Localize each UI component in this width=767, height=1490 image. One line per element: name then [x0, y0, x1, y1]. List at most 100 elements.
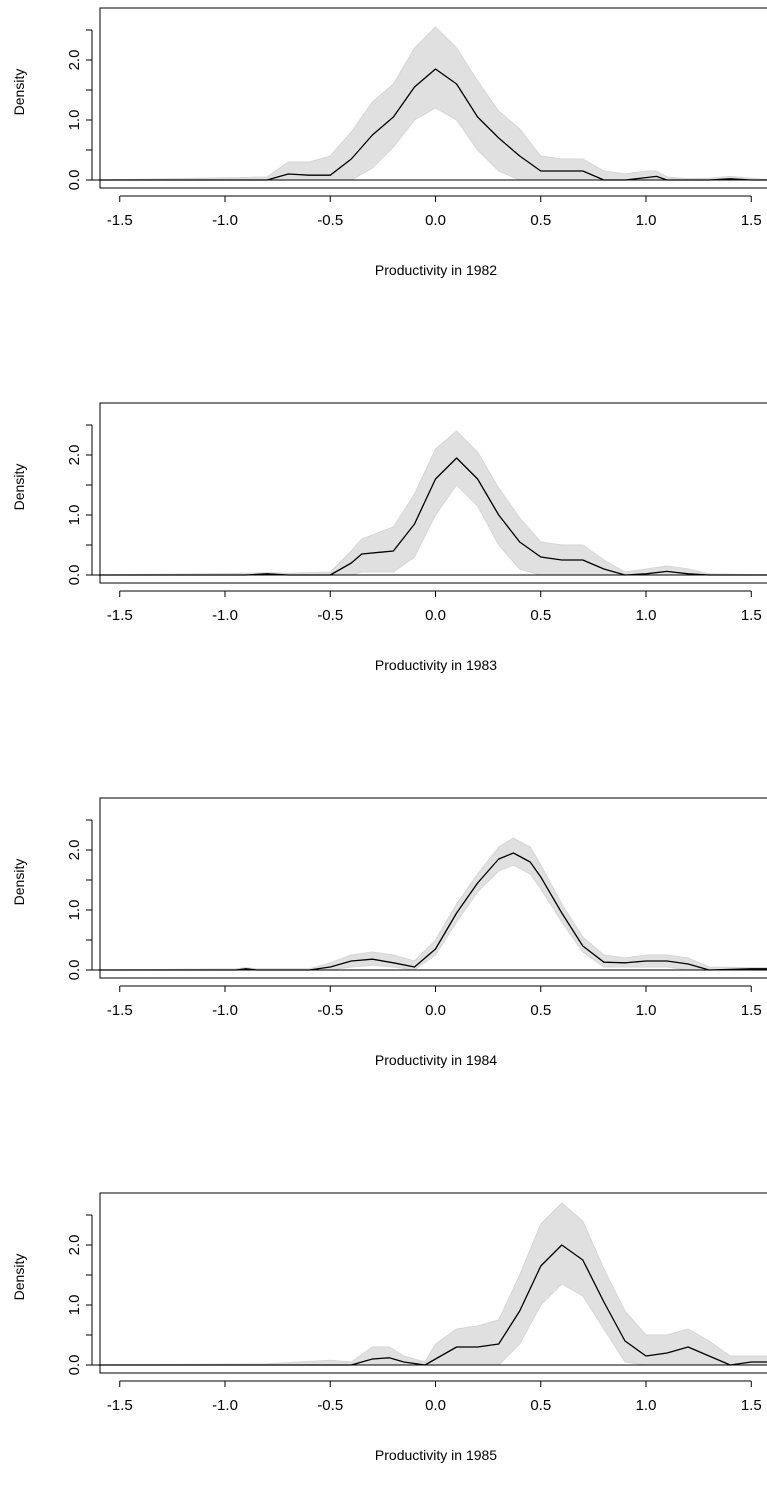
- density-point: [246, 968, 247, 969]
- density-point: [393, 117, 394, 118]
- density-point: [540, 1266, 541, 1267]
- density-point: [540, 171, 541, 172]
- density-point: [477, 117, 478, 118]
- density-point: [351, 159, 352, 160]
- density-point: [603, 569, 604, 570]
- density-point: [372, 135, 373, 136]
- x-tick-label: -1.0: [212, 212, 238, 229]
- y-tick-label: 1.0: [66, 505, 83, 526]
- x-tick-label: -0.5: [317, 607, 343, 624]
- x-tick-label: 0.5: [530, 1002, 551, 1019]
- density-point: [519, 542, 520, 543]
- plot-frame: [99, 402, 767, 584]
- x-tick-label: 1.0: [636, 607, 657, 624]
- x-axis-title: Productivity in 1982: [375, 262, 497, 278]
- density-panel-1983: -1.5 -1.0 -0.5 0.0 0.5 1.0 1.5 0.0 1.0 2.0 Produc…: [0, 395, 767, 695]
- density-point: [625, 1341, 626, 1342]
- y-axis-title: Density: [11, 69, 27, 116]
- density-point: [561, 560, 562, 561]
- density-panel-1985: -1.5 -1.0 -0.5 0.0 0.5 1.0 1.5 0.0 1.0 2.0 Produc…: [0, 1185, 767, 1485]
- density-point: [582, 946, 583, 947]
- x-tick-label: 0.0: [425, 212, 446, 229]
- density-point: [456, 913, 457, 914]
- confidence-band: [98, 430, 767, 576]
- band-layer: [98, 26, 767, 181]
- line-layer: [98, 852, 767, 971]
- density-point: [330, 967, 331, 968]
- density-point: [456, 458, 457, 459]
- density-point: [561, 1245, 562, 1246]
- y-axis-title: Density: [11, 1254, 27, 1301]
- density-point: [389, 1357, 390, 1358]
- density-point: [393, 962, 394, 963]
- density-point: [477, 883, 478, 884]
- density-point: [414, 524, 415, 525]
- density-chart-1984: -1.5 -1.0 -0.5 0.0 0.5 1.0 1.5 0.0 1.0 2.0 Produc…: [11, 797, 767, 1068]
- density-point: [372, 959, 373, 960]
- x-tick-label: 1.5: [741, 212, 762, 229]
- x-tick-label: -1.0: [212, 1002, 238, 1019]
- density-point: [709, 1356, 710, 1357]
- x-tick-label: 0.5: [530, 607, 551, 624]
- y-tick-label: 2.0: [66, 445, 83, 466]
- y-tick-label: 0.0: [66, 960, 83, 981]
- y-axis-title: Density: [11, 859, 27, 906]
- density-point: [435, 69, 436, 70]
- density-point: [519, 1311, 520, 1312]
- density-point: [372, 1359, 373, 1360]
- density-point: [646, 573, 647, 574]
- y-tick-label: 0.0: [66, 565, 83, 586]
- x-tick-label: -1.0: [212, 607, 238, 624]
- density-point: [646, 177, 647, 178]
- x-tick-label: 1.5: [741, 607, 762, 624]
- density-point: [403, 1362, 404, 1363]
- plot-frame: [99, 7, 767, 189]
- density-panel-1984: -1.5 -1.0 -0.5 0.0 0.5 1.0 1.5 0.0 1.0 2.0 Produc…: [0, 790, 767, 1090]
- x-tick-label: 0.0: [425, 1002, 446, 1019]
- x-tick-label: 1.5: [741, 1002, 762, 1019]
- x-tick-label: 0.0: [425, 1397, 446, 1414]
- x-tick-label: 1.0: [636, 212, 657, 229]
- density-point: [625, 962, 626, 963]
- density-point: [751, 968, 752, 969]
- density-point: [656, 176, 657, 177]
- density-point: [582, 1260, 583, 1261]
- density-point: [603, 1302, 604, 1303]
- density-point: [361, 554, 362, 555]
- x-tick-label: -1.5: [107, 607, 133, 624]
- density-point: [456, 84, 457, 85]
- density-line: [98, 852, 767, 971]
- density-point: [646, 1356, 647, 1357]
- y-tick-label: 1.0: [66, 1295, 83, 1316]
- density-point: [477, 1347, 478, 1348]
- x-tick-label: -0.5: [317, 1397, 343, 1414]
- density-chart-1985: -1.5 -1.0 -0.5 0.0 0.5 1.0 1.5 0.0 1.0 2.0 Produc…: [11, 1192, 767, 1463]
- plot-frame: [99, 797, 767, 979]
- density-point: [561, 913, 562, 914]
- axis-layer: -1.5 -1.0 -0.5 0.0 0.5 1.0 1.5 0.0 1.0 2.0: [66, 1192, 767, 1414]
- density-point: [309, 175, 310, 176]
- density-point: [498, 1344, 499, 1345]
- plot-frame: [99, 1192, 767, 1374]
- density-chart-1982: -1.5 -1.0 -0.5 0.0 0.5 1.0 1.5 0.0 1.0 2.0 Produc…: [11, 7, 767, 278]
- density-point: [435, 479, 436, 480]
- density-point: [561, 171, 562, 172]
- x-tick-label: -1.5: [107, 1002, 133, 1019]
- density-point: [519, 156, 520, 157]
- density-point: [393, 551, 394, 552]
- density-point: [498, 515, 499, 516]
- density-point: [667, 571, 668, 572]
- band-layer: [98, 837, 767, 971]
- density-chart-1983: -1.5 -1.0 -0.5 0.0 0.5 1.0 1.5 0.0 1.0 2.0 Produc…: [11, 402, 767, 673]
- density-point: [288, 174, 289, 175]
- x-tick-label: -0.5: [317, 212, 343, 229]
- density-point: [456, 1347, 457, 1348]
- density-point: [688, 1347, 689, 1348]
- y-axis-title: Density: [11, 464, 27, 511]
- x-tick-label: 0.5: [530, 1397, 551, 1414]
- x-tick-label: -1.0: [212, 1397, 238, 1414]
- x-axis-title: Productivity in 1984: [375, 1052, 497, 1068]
- confidence-band: [98, 26, 767, 181]
- density-point: [730, 178, 731, 179]
